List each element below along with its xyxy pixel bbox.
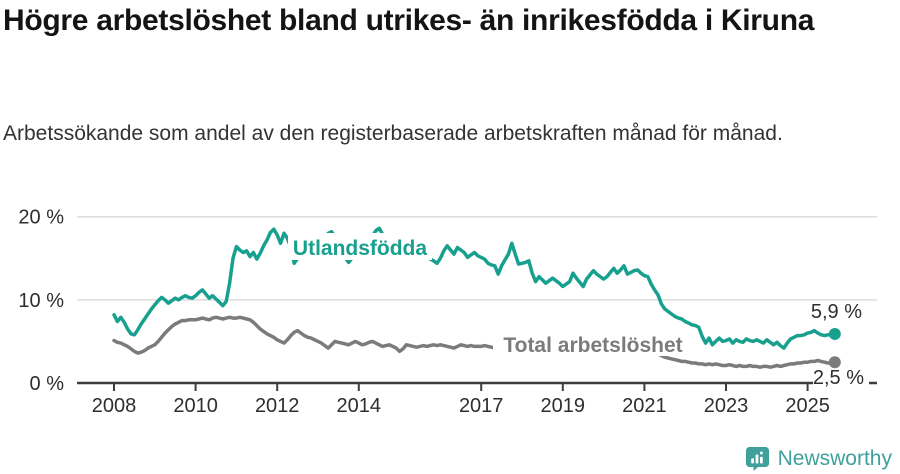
series-label-backing [288, 233, 432, 260]
end-value-label-total-arbetsloshet: 2,5 % [813, 367, 864, 389]
x-axis-tick-label: 2008 [92, 395, 137, 417]
series-end-dot-utlandsfodda [828, 327, 841, 340]
x-axis-tick-label: 2019 [541, 395, 586, 417]
y-axis-tick-label: 20 % [18, 207, 64, 229]
x-axis-tick-label: 2010 [173, 395, 218, 417]
series-label-total-arbetsloshet: Total arbetslöshet [503, 334, 682, 357]
x-axis-tick-label: 2017 [459, 395, 504, 417]
series-label-backing [493, 331, 693, 356]
end-label-backing [813, 370, 869, 387]
series-end-dot-total-arbetsloshet [828, 356, 841, 369]
x-axis-tick-label: 2012 [255, 395, 300, 417]
series-line-total-arbetsloshet [112, 315, 837, 369]
series-label-utlandsfodda: Utlandsfödda [293, 237, 427, 260]
x-axis-tick-label: 2025 [785, 395, 830, 417]
newsworthy-bubble-icon [745, 447, 769, 471]
chart-title: Högre arbetslöshet bland utrikes- än inr… [3, 4, 815, 37]
newsworthy-brand-text: Newsworthy [777, 446, 892, 470]
y-axis-tick-label: 0 % [30, 373, 65, 395]
series-line-utlandsfodda [112, 226, 837, 350]
chart-subtitle: Arbetssökande som andel av den registerb… [3, 122, 783, 145]
x-axis-tick-label: 2023 [704, 395, 749, 417]
newsworthy-logo[interactable]: Newsworthy [745, 446, 892, 471]
y-axis-tick-label: 10 % [18, 290, 64, 312]
end-value-label-utlandsfodda: 5,9 % [811, 301, 862, 323]
x-axis-tick-label: 2014 [337, 395, 382, 417]
x-axis-tick-label: 2021 [622, 395, 667, 417]
